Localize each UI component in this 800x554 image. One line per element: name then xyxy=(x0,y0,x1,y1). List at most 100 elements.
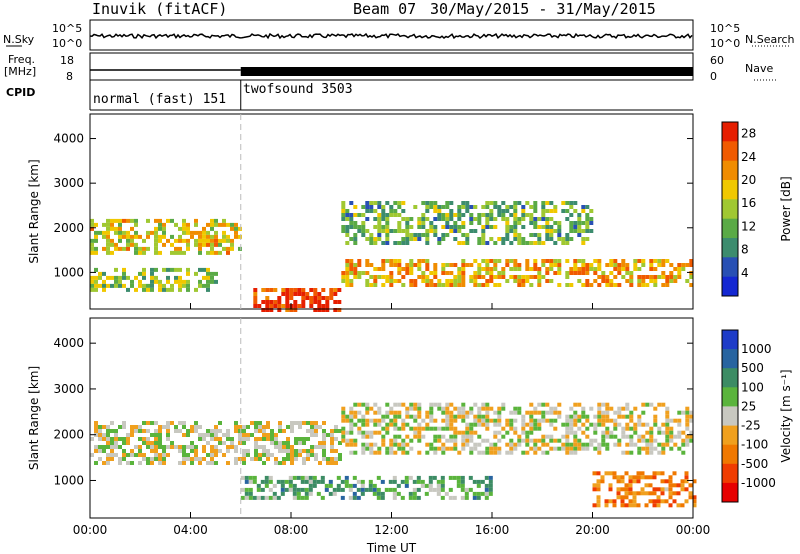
echo-cell xyxy=(613,418,618,423)
echo-cell xyxy=(138,437,142,441)
echo-cell xyxy=(629,275,634,279)
freq-panel xyxy=(89,52,694,81)
echo-cell xyxy=(349,283,354,287)
echo-cell xyxy=(525,438,530,443)
echo-cell xyxy=(424,491,429,496)
echo-cell xyxy=(400,479,405,484)
echo-cell xyxy=(334,429,338,433)
echo-cell xyxy=(381,217,386,221)
echo-cell xyxy=(258,425,262,429)
echo-cell xyxy=(146,246,150,251)
echo-cell xyxy=(369,283,374,287)
echo-cell xyxy=(440,475,445,480)
echo-cell xyxy=(158,445,162,449)
echo-cell xyxy=(353,450,358,455)
echo-cell xyxy=(473,422,478,427)
echo-cell xyxy=(114,226,118,231)
echo-cell xyxy=(349,217,354,221)
colorbar-swatch xyxy=(722,463,738,484)
echo-cell xyxy=(497,406,502,411)
echo-cell xyxy=(625,426,630,431)
echo-cell xyxy=(625,279,630,283)
echo-cell xyxy=(445,205,450,209)
echo-cell xyxy=(453,279,458,283)
echo-cell xyxy=(497,283,502,287)
echo-cell xyxy=(90,283,94,288)
echo-cell xyxy=(596,471,601,476)
echo-cell xyxy=(302,437,306,441)
echo-cell xyxy=(341,410,346,415)
echo-cell xyxy=(545,402,550,407)
nsearch-tick-high: 10^5 xyxy=(710,22,741,35)
echo-cell xyxy=(242,441,246,445)
echo-cell xyxy=(421,213,426,217)
echo-cell xyxy=(261,308,266,312)
echo-cell xyxy=(214,238,218,243)
echo-cell xyxy=(154,437,158,441)
echo-cell xyxy=(353,438,358,443)
echo-cell xyxy=(513,225,518,229)
echo-cell xyxy=(441,434,446,439)
echo-cell xyxy=(604,471,609,476)
echo-cell xyxy=(114,242,118,247)
echo-cell xyxy=(445,201,450,205)
echo-cell xyxy=(585,426,590,431)
echo-cell xyxy=(485,446,490,451)
echo-cell xyxy=(361,430,366,435)
echo-cell xyxy=(325,296,330,300)
echo-cell xyxy=(322,433,326,437)
echo-cell xyxy=(656,487,661,492)
echo-cell xyxy=(665,422,670,427)
echo-cell xyxy=(453,221,458,225)
echo-cell xyxy=(549,233,554,237)
echo-cell xyxy=(349,201,354,205)
echo-cell xyxy=(473,271,478,275)
echo-cell xyxy=(692,499,697,504)
echo-cell xyxy=(525,201,530,205)
echo-cell xyxy=(484,495,489,500)
echo-cell xyxy=(318,445,322,449)
echo-cell xyxy=(533,446,538,451)
echo-cell xyxy=(505,205,510,209)
echo-cell xyxy=(589,209,594,213)
echo-cell xyxy=(668,487,673,492)
echo-cell xyxy=(641,422,646,427)
echo-cell xyxy=(513,205,518,209)
echo-cell xyxy=(501,271,506,275)
echo-cell xyxy=(633,442,638,447)
echo-cell xyxy=(389,209,394,213)
echo-cell xyxy=(240,495,245,500)
echo-cell xyxy=(393,241,398,245)
echo-cell xyxy=(665,438,670,443)
echo-cell xyxy=(376,491,381,496)
echo-cell xyxy=(461,221,466,225)
echo-cell xyxy=(401,237,406,241)
echo-cell xyxy=(345,430,350,435)
echo-cell xyxy=(369,430,374,435)
echo-cell xyxy=(349,426,354,431)
echo-cell xyxy=(489,209,494,213)
echo-cell xyxy=(493,410,498,415)
echo-cell xyxy=(637,434,642,439)
echo-cell xyxy=(381,213,386,217)
echo-cell xyxy=(521,209,526,213)
echo-cell xyxy=(330,457,334,461)
echo-cell xyxy=(513,279,518,283)
echo-cell xyxy=(385,402,390,407)
echo-cell xyxy=(198,246,202,251)
echo-cell xyxy=(677,446,682,451)
echo-cell xyxy=(297,304,302,308)
echo-cell xyxy=(685,438,690,443)
echo-cell xyxy=(680,487,685,492)
echo-cell xyxy=(441,271,446,275)
echo-cell xyxy=(620,495,625,500)
echo-cell xyxy=(692,503,697,508)
echo-cell xyxy=(521,422,526,427)
echo-cell xyxy=(324,483,329,488)
echo-cell xyxy=(302,457,306,461)
echo-cell xyxy=(521,438,526,443)
echo-cell xyxy=(138,461,142,465)
echo-cell xyxy=(130,242,134,247)
echo-cell xyxy=(417,267,422,271)
echo-cell xyxy=(210,222,214,227)
